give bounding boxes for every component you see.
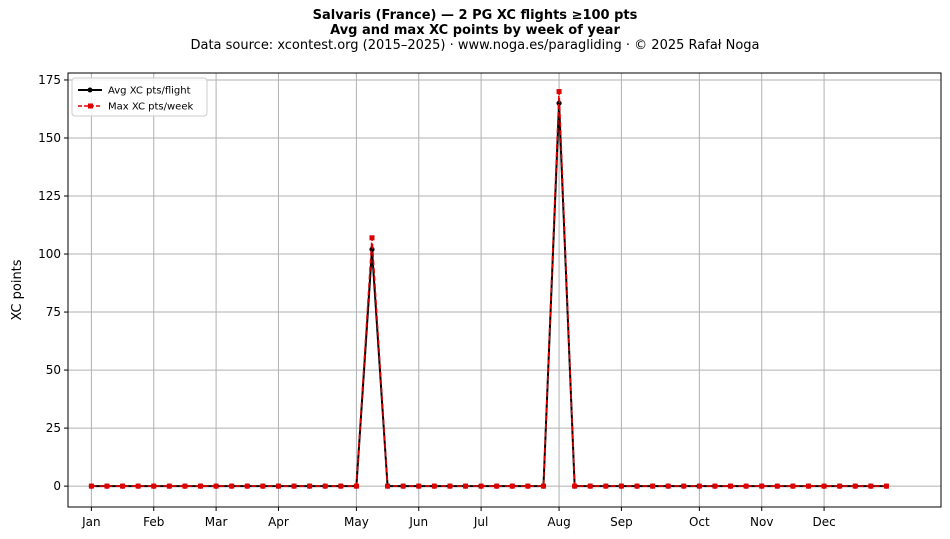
- data-point: [774, 483, 780, 489]
- x-tick-label-aug: Aug: [547, 515, 570, 529]
- data-point: [229, 483, 235, 489]
- x-tick-label-jan: Jan: [81, 515, 101, 529]
- x-tick-label-apr: Apr: [268, 515, 289, 529]
- chart-title-line1: Salvaris (France) — 2 PG XC flights ≥100…: [312, 8, 638, 23]
- data-point: [759, 483, 765, 489]
- x-tick-label-jun: Jun: [408, 515, 428, 529]
- data-point: [291, 483, 297, 489]
- grid-layer: [68, 73, 941, 507]
- data-point: [681, 483, 687, 489]
- data-point: [696, 483, 702, 489]
- series-layer: [88, 89, 890, 489]
- data-point: [618, 483, 624, 489]
- data-point: [353, 483, 359, 489]
- data-point: [260, 483, 266, 489]
- data-point: [883, 483, 889, 489]
- data-point: [307, 483, 313, 489]
- y-tick-label: 150: [38, 131, 61, 145]
- y-tick-label: 0: [53, 479, 61, 493]
- chart-title-block: Salvaris (France) — 2 PG XC flights ≥100…: [0, 8, 950, 54]
- y-axis-label: XC points: [10, 259, 25, 320]
- series-line-0: [91, 102, 887, 488]
- data-point: [198, 483, 204, 489]
- data-point: [494, 483, 500, 489]
- data-point: [603, 483, 609, 489]
- chart-subtitle: Data source: xcontest.org (2015–2025) · …: [190, 38, 760, 53]
- y-tick-label: 100: [38, 247, 61, 261]
- x-tick-label-may: May: [344, 515, 369, 529]
- y-tick-label: 175: [38, 73, 61, 87]
- data-point: [400, 483, 406, 489]
- y-tick-label: 75: [46, 305, 61, 319]
- data-point: [650, 483, 656, 489]
- legend: Avg XC pts/flight Max XC pts/week: [71, 77, 208, 117]
- data-point: [104, 483, 110, 489]
- legend-label: Avg XC pts/flight: [108, 86, 191, 97]
- x-tick-label-oct: Oct: [689, 515, 710, 529]
- data-point: [790, 483, 796, 489]
- data-point: [821, 483, 827, 489]
- data-point: [369, 235, 375, 241]
- x-tick-label-mar: Mar: [205, 515, 228, 529]
- data-point: [166, 483, 172, 489]
- data-point: [712, 483, 718, 489]
- data-point: [213, 483, 219, 489]
- data-point: [463, 483, 469, 489]
- data-point: [540, 483, 546, 489]
- data-point: [244, 483, 250, 489]
- legend-marker: [87, 87, 93, 93]
- data-point: [385, 483, 391, 489]
- axis-layer: 0 25 50 75 100 125 150 175 Jan Feb Mar Apr May Jun Jul…: [38, 73, 836, 529]
- data-point: [322, 483, 328, 489]
- data-point: [852, 483, 858, 489]
- x-tick-label-jul: Jul: [473, 515, 488, 529]
- data-point: [525, 483, 531, 489]
- y-tick-label: 25: [46, 421, 61, 435]
- data-point: [416, 483, 422, 489]
- data-point: [805, 483, 811, 489]
- data-point: [868, 483, 874, 489]
- data-point: [478, 483, 484, 489]
- plot-frame: [67, 72, 942, 508]
- data-point: [88, 483, 94, 489]
- data-point: [509, 483, 515, 489]
- data-point: [447, 483, 453, 489]
- legend-label: Max XC pts/week: [108, 102, 193, 113]
- data-point: [182, 483, 188, 489]
- data-point: [338, 483, 344, 489]
- data-point: [572, 483, 578, 489]
- y-tick-label: 50: [46, 363, 61, 377]
- data-point: [151, 483, 157, 489]
- chart-title-line2: Avg and max XC points by week of year: [330, 23, 620, 38]
- x-tick-label-sep: Sep: [610, 515, 633, 529]
- y-tick-label: 125: [38, 189, 61, 203]
- data-point: [275, 483, 281, 489]
- data-point: [120, 483, 126, 489]
- data-point: [665, 483, 671, 489]
- legend-box: [71, 77, 208, 117]
- x-tick-label-feb: Feb: [143, 515, 164, 529]
- x-tick-label-dec: Dec: [812, 515, 835, 529]
- data-point: [837, 483, 843, 489]
- legend-marker: [88, 103, 93, 109]
- data-point: [431, 483, 437, 489]
- data-point: [743, 483, 749, 489]
- data-point: [587, 483, 593, 489]
- data-point: [135, 483, 141, 489]
- data-point: [728, 483, 734, 489]
- data-point: [634, 483, 640, 489]
- x-tick-label-nov: Nov: [750, 515, 773, 529]
- series-line-1: [91, 90, 887, 487]
- data-point: [556, 89, 562, 95]
